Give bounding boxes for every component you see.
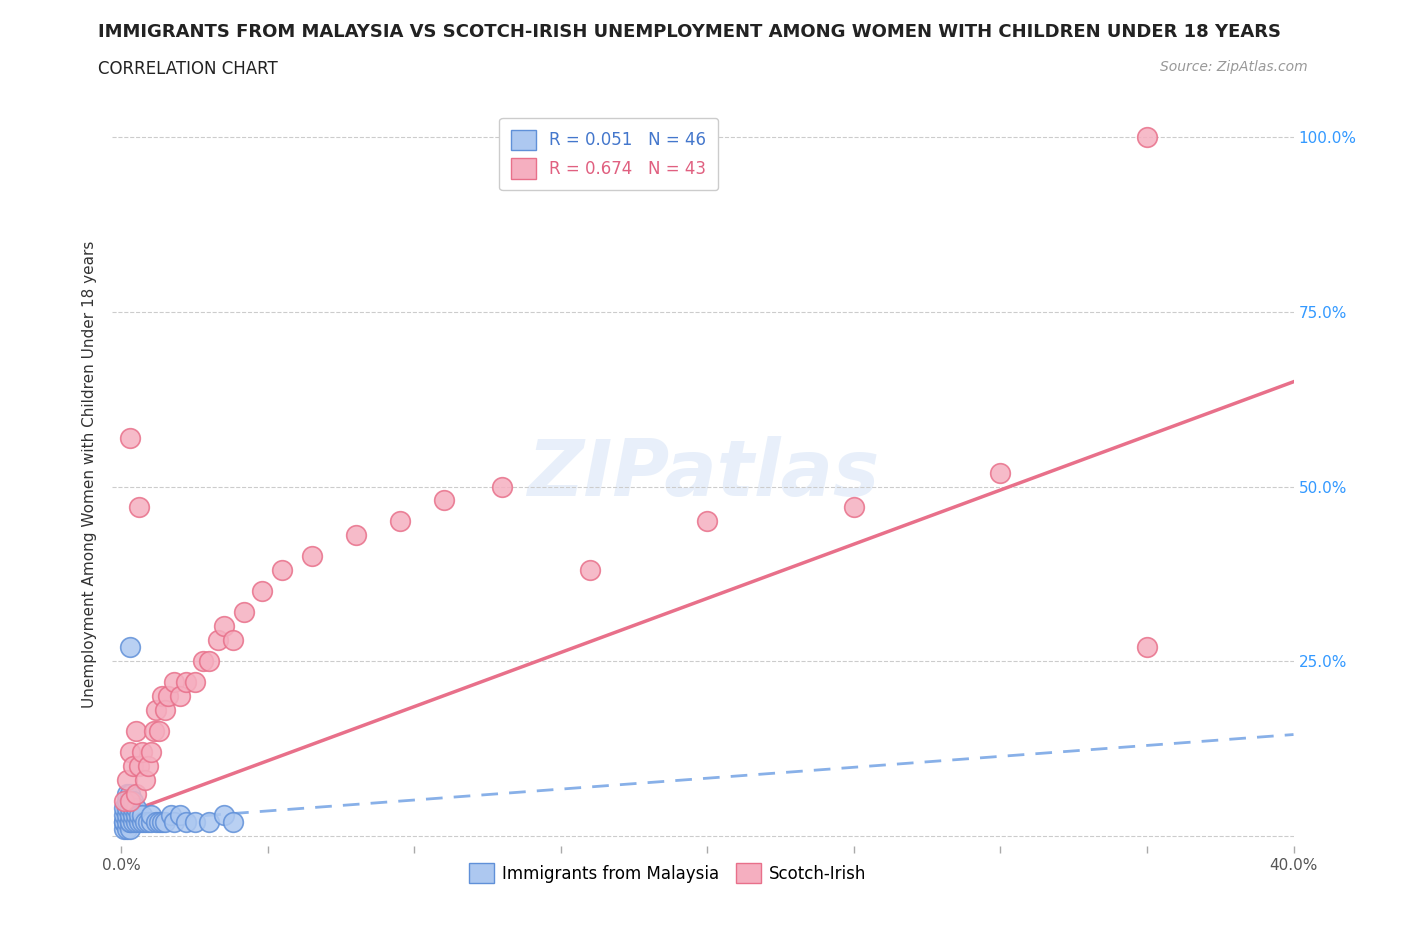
- Point: [150, 815, 173, 830]
- Point: [128, 759, 150, 774]
- Point: [433, 493, 456, 508]
- Point: [125, 787, 148, 802]
- Point: [163, 815, 186, 830]
- Point: [344, 528, 367, 543]
- Point: [207, 632, 229, 647]
- Point: [250, 584, 273, 599]
- Point: [115, 793, 138, 808]
- Point: [134, 815, 156, 830]
- Point: [115, 815, 138, 830]
- Point: [131, 815, 153, 830]
- Point: [183, 674, 205, 689]
- Point: [120, 793, 142, 808]
- Point: [388, 514, 411, 529]
- Point: [145, 815, 167, 830]
- Point: [128, 500, 150, 515]
- Point: [122, 807, 145, 822]
- Point: [125, 724, 148, 738]
- Point: [120, 815, 142, 830]
- Point: [120, 807, 142, 822]
- Point: [128, 815, 150, 830]
- Point: [134, 773, 156, 788]
- Point: [221, 815, 243, 830]
- Point: [148, 724, 170, 738]
- Point: [125, 801, 148, 816]
- Point: [122, 759, 145, 774]
- Point: [115, 807, 138, 822]
- Point: [155, 703, 177, 718]
- Point: [139, 745, 162, 760]
- Point: [128, 807, 150, 822]
- Point: [696, 514, 718, 529]
- Text: IMMIGRANTS FROM MALAYSIA VS SCOTCH-IRISH UNEMPLOYMENT AMONG WOMEN WITH CHILDREN : IMMIGRANTS FROM MALAYSIA VS SCOTCH-IRISH…: [98, 23, 1281, 41]
- Point: [115, 821, 138, 836]
- Point: [301, 549, 323, 564]
- Point: [112, 815, 135, 830]
- Point: [145, 703, 167, 718]
- Point: [122, 801, 145, 816]
- Point: [115, 787, 138, 802]
- Point: [174, 815, 197, 830]
- Point: [155, 815, 177, 830]
- Point: [120, 787, 142, 802]
- Point: [1136, 640, 1159, 655]
- Point: [160, 807, 183, 822]
- Point: [120, 640, 142, 655]
- Point: [131, 807, 153, 822]
- Point: [150, 688, 173, 703]
- Point: [115, 801, 138, 816]
- Point: [125, 815, 148, 830]
- Point: [193, 654, 215, 669]
- Text: CORRELATION CHART: CORRELATION CHART: [98, 60, 278, 78]
- Point: [112, 815, 135, 830]
- Point: [183, 815, 205, 830]
- Point: [112, 821, 135, 836]
- Point: [122, 793, 145, 808]
- Legend: Immigrants from Malaysia, Scotch-Irish: Immigrants from Malaysia, Scotch-Irish: [463, 857, 873, 890]
- Point: [125, 807, 148, 822]
- Point: [112, 801, 135, 816]
- Point: [120, 431, 142, 445]
- Point: [139, 807, 162, 822]
- Point: [139, 815, 162, 830]
- Point: [198, 654, 221, 669]
- Point: [120, 821, 142, 836]
- Point: [112, 793, 135, 808]
- Point: [579, 563, 602, 578]
- Point: [136, 759, 159, 774]
- Point: [169, 688, 191, 703]
- Point: [198, 815, 221, 830]
- Point: [120, 801, 142, 816]
- Point: [221, 632, 243, 647]
- Point: [142, 724, 165, 738]
- Point: [120, 745, 142, 760]
- Point: [990, 465, 1012, 480]
- Point: [174, 674, 197, 689]
- Point: [212, 807, 235, 822]
- Y-axis label: Unemployment Among Women with Children Under 18 years: Unemployment Among Women with Children U…: [82, 241, 97, 708]
- Point: [131, 745, 153, 760]
- Point: [233, 604, 256, 619]
- Point: [212, 618, 235, 633]
- Point: [115, 773, 138, 788]
- Point: [842, 500, 865, 515]
- Point: [112, 807, 135, 822]
- Point: [163, 674, 186, 689]
- Text: ZIPatlas: ZIPatlas: [527, 436, 879, 512]
- Point: [120, 793, 142, 808]
- Point: [491, 479, 513, 494]
- Point: [169, 807, 191, 822]
- Point: [148, 815, 170, 830]
- Point: [136, 815, 159, 830]
- Point: [1136, 130, 1159, 145]
- Point: [122, 815, 145, 830]
- Point: [157, 688, 180, 703]
- Point: [271, 563, 294, 578]
- Text: Source: ZipAtlas.com: Source: ZipAtlas.com: [1160, 60, 1308, 74]
- Point: [120, 815, 142, 830]
